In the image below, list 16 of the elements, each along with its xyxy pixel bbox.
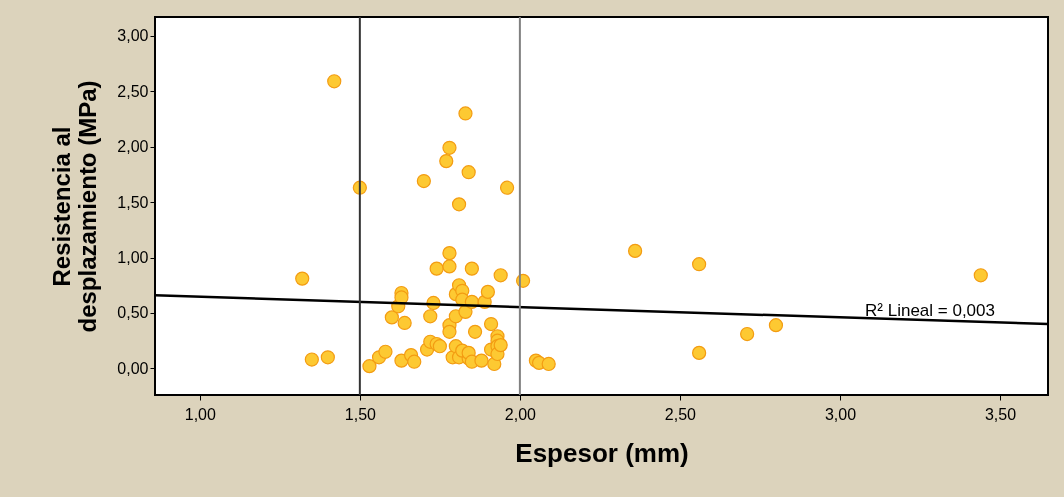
y-tick-label: 2,50 [117,82,149,100]
y-tick-label: 3,00 [117,27,149,45]
y-axis-title: Resistencia al desplazamiento (MPa) [48,80,102,333]
y-tick-label: 0,00 [117,359,149,377]
x-tick-label: 3,00 [824,405,857,423]
y-tick-label: 1,50 [117,193,149,211]
y-tick-label: 0,50 [117,304,149,322]
x-tick-label: 1,00 [184,405,216,423]
x-tick-label: 2,00 [504,405,537,423]
annotation: R² Lineal = 0,003 [865,301,995,320]
x-axis-title: Espesor (mm) [515,437,689,468]
x-tick-label: 3,50 [984,405,1017,423]
x-tick-label: 1,50 [344,405,377,423]
x-tick-label: 2,50 [664,405,697,423]
y-tick-label: 1,00 [117,249,149,267]
y-tick-label: 2,00 [117,138,149,156]
